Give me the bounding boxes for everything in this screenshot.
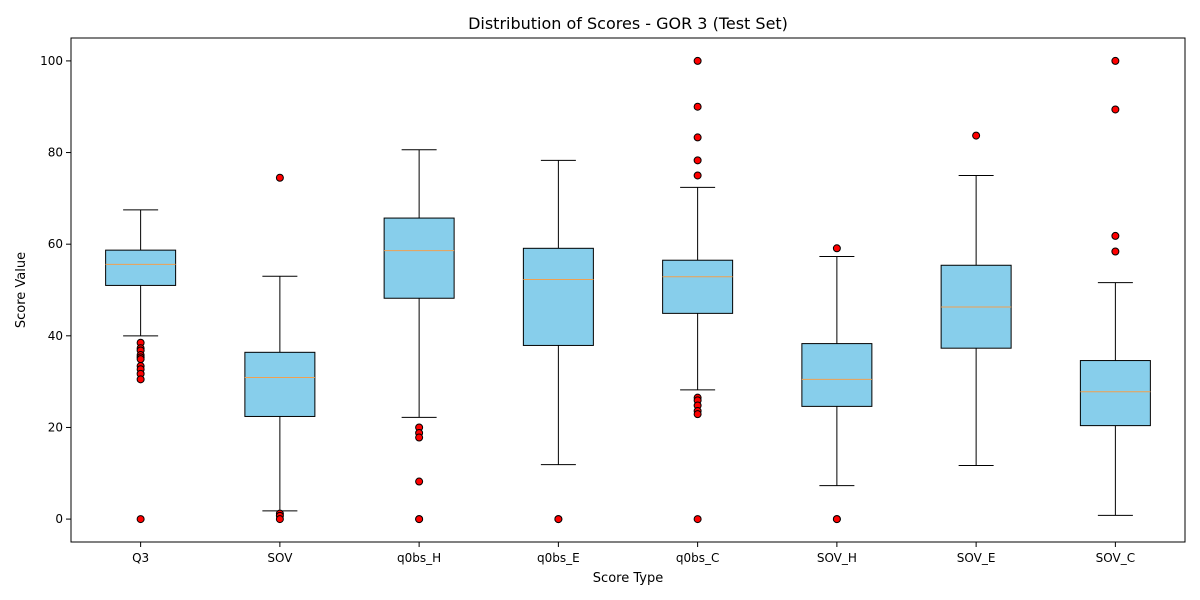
iqr-box <box>1079 360 1151 427</box>
outlier-point <box>1111 247 1120 256</box>
outlier-point <box>415 477 424 486</box>
x-tick-label: SOV_H <box>817 551 857 565</box>
boxes-group <box>105 56 1151 524</box>
y-tick-label: 0 <box>55 512 63 526</box>
y-axis-title: Score Value <box>14 252 29 328</box>
x-axis-title: Score Type <box>593 571 663 586</box>
outlier-point <box>554 515 563 524</box>
outlier-point <box>415 515 424 524</box>
x-tick-label: q0bs_H <box>397 551 441 565</box>
iqr-box <box>662 259 734 314</box>
outlier-point <box>693 102 702 111</box>
x-tick-label: q0bs_C <box>676 551 720 565</box>
iqr-box <box>801 343 873 407</box>
outlier-point <box>1111 105 1120 114</box>
box-SOV_C <box>1079 56 1151 516</box>
y-tick-label: 40 <box>48 329 63 343</box>
iqr-box <box>522 247 594 346</box>
plot-area <box>70 37 1186 543</box>
outlier-point <box>693 515 702 524</box>
outlier-point <box>415 433 424 442</box>
outlier-point <box>1111 231 1120 240</box>
outlier-point <box>1111 56 1120 65</box>
outlier-point <box>693 56 702 65</box>
y-axis: 0 20 40 60 80 100 <box>40 54 71 526</box>
outlier-point <box>693 410 702 419</box>
x-tick-label: SOV_E <box>957 551 996 565</box>
outlier-point <box>693 133 702 142</box>
iqr-box <box>244 351 316 417</box>
box-Q3 <box>105 209 177 524</box>
outlier-point <box>693 171 702 180</box>
outlier-point <box>972 131 981 140</box>
y-tick-label: 80 <box>48 146 63 160</box>
outlier-point <box>275 173 284 182</box>
outlier-point <box>832 244 841 253</box>
y-tick-label: 100 <box>40 54 63 68</box>
box-q0bs_C <box>662 56 734 524</box>
outlier-point <box>136 355 145 364</box>
x-tick-label: Q3 <box>132 551 149 565</box>
x-axis: Q3 SOV q0bs_H q0bs_E q0bs_C SOV_H SOV_E SOV_C <box>132 542 1135 565</box>
iqr-box <box>383 217 455 299</box>
y-tick-label: 60 <box>48 237 63 251</box>
box-SOV_H <box>801 244 873 524</box>
y-tick-label: 20 <box>48 420 63 434</box>
box-q0bs_H <box>383 149 455 524</box>
x-tick-label: SOV <box>267 551 293 565</box>
outlier-point <box>136 375 145 384</box>
box-SOV_E <box>940 131 1012 466</box>
outlier-point <box>136 515 145 524</box>
x-tick-label: SOV_C <box>1096 551 1135 565</box>
outlier-point <box>693 156 702 165</box>
outlier-point <box>275 515 284 524</box>
iqr-box <box>105 249 177 286</box>
outlier-point <box>832 515 841 524</box>
x-tick-label: q0bs_E <box>537 551 580 565</box>
box-SOV <box>244 173 316 524</box>
chart-title: Distribution of Scores - GOR 3 (Test Set… <box>468 14 788 33</box>
box-q0bs_E <box>522 159 594 524</box>
